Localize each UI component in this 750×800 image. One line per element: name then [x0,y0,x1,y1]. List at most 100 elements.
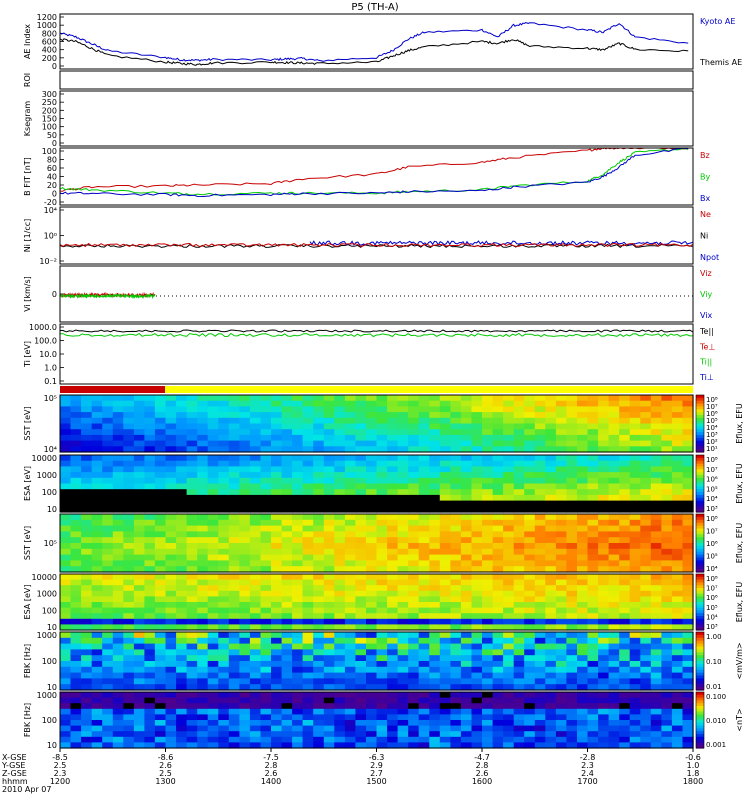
heatmap-cell [629,618,641,625]
heatmap-cell [355,649,367,656]
heatmap-cell [387,483,399,490]
heatmap-cell [355,560,367,567]
heatmap-cell [555,519,568,527]
heatmap-cell [587,500,599,507]
heatmap-cell [608,429,620,436]
colorbar-cell [696,717,704,721]
heatmap-cell [608,446,620,453]
heatmap-cell [376,429,388,436]
xtick-y-gse: 2.3 [581,761,594,770]
heatmap-cell [524,692,536,699]
heatmap-cell [619,613,631,620]
heatmap-cell [661,525,673,532]
heatmap-cell [387,731,399,738]
heatmap-cell [102,736,114,743]
heatmap-cell [534,566,546,573]
heatmap-cell [513,624,525,631]
heatmap-cell [355,543,367,550]
heatmap-cell [650,649,662,656]
heatmap-cell [144,531,156,538]
heatmap-cell [640,596,652,603]
heatmap-cell [271,684,283,691]
heatmap-cell [640,624,652,631]
heatmap-cell [313,455,325,462]
heatmap-cell [81,489,93,496]
heatmap-cell [450,742,462,749]
heatmap-cell [334,455,346,462]
heatmap-cell [112,585,124,592]
heatmap-cell [460,519,473,527]
heatmap-cell [534,720,546,727]
heatmap-cell [629,434,641,442]
heatmap-cell [671,574,684,581]
heatmap-cell [176,395,188,402]
heatmap-cell [534,560,546,567]
heatmap-cell [629,655,641,662]
heatmap-cell [492,697,504,704]
heatmap-cell [207,412,219,419]
heatmap-cell [450,684,462,691]
ytick-kp: 50 [47,131,57,140]
heatmap-cell [197,412,209,419]
colorbar-label-fbk1: <mV/m> [735,642,744,679]
heatmap-cell [640,460,652,467]
heatmap-cell [102,423,114,430]
heatmap-cell [112,519,124,527]
heatmap-cell [482,731,494,738]
heatmap-cell [112,618,124,625]
heatmap-cell [376,624,388,631]
heatmap-cell [492,666,504,674]
heatmap-cell [197,661,209,668]
ytick-sst_i: 10⁵ [44,539,57,548]
heatmap-cell [598,574,610,581]
heatmap-cell [545,400,557,407]
heatmap-cell [482,537,494,544]
heatmap-cell [323,590,335,597]
heatmap-cell [123,531,135,538]
heatmap-cell [313,531,325,538]
heatmap-cell [450,697,462,704]
heatmap-cell [598,566,610,573]
heatmap-cell [418,537,430,544]
heatmap-cell [228,506,240,513]
heatmap-cell [439,684,451,691]
heatmap-cell [587,560,599,567]
heatmap-cell [102,519,114,527]
heatmap-cell [640,417,652,425]
heatmap-cell [492,684,504,691]
heatmap-cell [218,548,230,556]
colorbar-tick-esa_i: 10³ [706,623,718,631]
heatmap-cell [439,406,451,413]
heatmap-cell [313,742,325,749]
heatmap-cell [661,506,673,513]
heatmap-cell [313,400,325,407]
heatmap-cell [323,703,335,710]
heatmap-cell [176,661,188,668]
heatmap-cell [471,514,483,521]
xaxis-row-label: X-GSE [2,753,27,762]
heatmap-cell [376,692,388,699]
heatmap-cell [366,579,378,586]
heatmap-cell [629,514,641,521]
heatmap-cell [408,731,420,738]
heatmap-cell [271,466,283,473]
heatmap-cell [176,637,188,645]
heatmap-cell [165,400,177,407]
heatmap-cell [534,406,546,413]
heatmap-cell [186,742,198,749]
heatmap-cell [482,466,494,473]
heatmap-cell [439,678,451,685]
heatmap-cell [671,489,684,496]
heatmap-cell [186,506,198,513]
heatmap-cell [323,574,335,581]
heatmap-cell [619,596,631,603]
heatmap-cell [197,736,209,743]
heatmap-cell [503,624,515,631]
heatmap-cell [165,590,177,597]
heatmap-cell [186,618,198,625]
heatmap-cell [249,632,262,639]
heatmap-cell [450,525,462,532]
heatmap-cell [355,714,367,721]
heatmap-cell [640,531,652,538]
heatmap-cell [439,455,451,462]
